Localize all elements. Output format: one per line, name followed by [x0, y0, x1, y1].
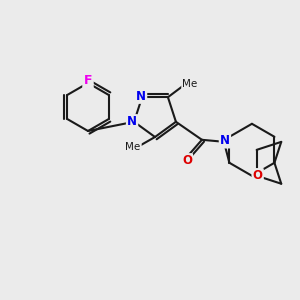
Text: O: O [182, 154, 192, 167]
Text: O: O [253, 169, 262, 182]
Text: Me: Me [182, 79, 198, 89]
Text: F: F [84, 74, 92, 88]
Text: Me: Me [125, 142, 141, 152]
Text: N: N [220, 134, 230, 147]
Text: N: N [127, 115, 137, 128]
Text: F: F [84, 76, 92, 88]
Text: N: N [136, 90, 146, 103]
